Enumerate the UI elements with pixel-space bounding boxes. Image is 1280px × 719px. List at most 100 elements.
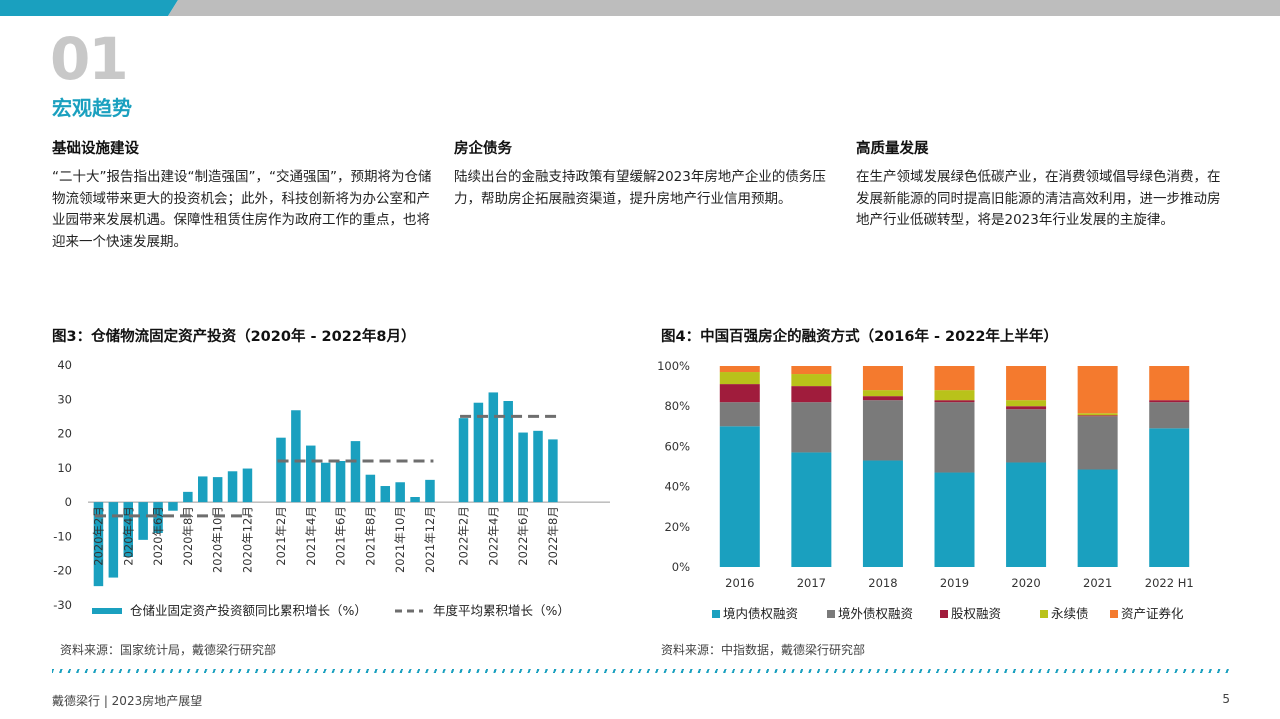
- stacked-bar-segment: [719, 426, 760, 567]
- stacked-bar-segment: [934, 402, 975, 473]
- stacked-bar-segment: [1077, 415, 1118, 417]
- x-tick-label: 2020年4月: [121, 506, 135, 566]
- x-tick-label: 2021年6月: [334, 506, 348, 566]
- bar: [473, 402, 484, 503]
- y-tick-label: 10: [57, 461, 72, 475]
- y-tick-label: 80%: [664, 399, 690, 413]
- stacked-bar-segment: [934, 366, 975, 391]
- legend-label: 永续债: [1051, 606, 1089, 621]
- stacked-bar-segment: [1077, 413, 1118, 416]
- stacked-bar-segment: [1006, 366, 1047, 401]
- bar: [123, 502, 133, 557]
- bar: [320, 462, 331, 503]
- x-tick-label: 2020年12月: [240, 506, 254, 573]
- legend-swatch: [92, 608, 122, 614]
- bar: [380, 486, 391, 503]
- stacked-bar-segment: [719, 372, 760, 385]
- stacked-bar-segment: [1149, 428, 1190, 567]
- source-note-left: 资料来源：国家统计局，戴德梁行研究部: [60, 643, 277, 657]
- x-tick-label: 2020年10月: [211, 506, 225, 573]
- column-heading: 房企债务: [454, 141, 512, 157]
- legend-label: 境内债权融资: [723, 606, 798, 621]
- x-tick-label: 2021年12月: [423, 506, 437, 573]
- source-note-right: 资料来源：中指数据，戴德梁行研究部: [661, 643, 866, 657]
- stacked-bar-segment: [1077, 469, 1118, 567]
- column-body: 在生产领域发展绿色低碳产业，在消费领域倡导绿色消费，在发展新能源的同时提高旧能源…: [856, 169, 1221, 228]
- page-number: 5: [1222, 692, 1230, 706]
- x-tick-label: 2020: [1011, 576, 1040, 590]
- x-tick-label: 2021年8月: [363, 506, 377, 566]
- bar: [183, 491, 193, 503]
- legend-label: 资产证券化: [1121, 606, 1184, 621]
- y-tick-label: 20%: [664, 520, 690, 534]
- stacked-bar-segment: [791, 402, 832, 453]
- legend-swatch: [940, 610, 948, 618]
- x-tick-label: 2020年2月: [91, 506, 105, 566]
- column-body: “二十大”报告指出建设“制造强国”，“交通强国”，预期将为仓储物流领域带来更大的…: [52, 169, 432, 250]
- x-tick-label: 2022年4月: [486, 506, 500, 566]
- chart4-title: 图4：中国百强房企的融资方式（2016年 - 2022年上半年）: [661, 329, 1058, 345]
- bar: [108, 502, 119, 578]
- x-tick-label: 2021年10月: [393, 506, 407, 573]
- stacked-bar-segment: [1149, 400, 1190, 403]
- stacked-bar-segment: [934, 472, 975, 567]
- bar: [212, 477, 223, 503]
- legend-swatch: [1110, 610, 1118, 618]
- bar: [533, 430, 543, 503]
- stacked-bar-segment: [791, 366, 832, 375]
- bar: [503, 401, 513, 503]
- stacked-bar-segment: [1149, 402, 1190, 429]
- legend-swatch: [1040, 610, 1048, 618]
- bar: [365, 474, 376, 503]
- bar: [93, 502, 104, 587]
- y-tick-label: -30: [53, 598, 72, 612]
- bar: [518, 432, 528, 503]
- bar: [198, 476, 208, 503]
- stacked-bar-segment: [791, 452, 832, 567]
- x-tick-label: 2016: [725, 576, 754, 590]
- stacked-bar-segment: [1006, 409, 1047, 463]
- y-tick-label: 20: [57, 427, 72, 441]
- stacked-bar-segment: [1077, 416, 1118, 470]
- bar: [425, 479, 435, 503]
- y-tick-label: 40: [57, 358, 72, 372]
- stacked-bar-segment: [862, 366, 903, 391]
- x-tick-label: 2021: [1083, 576, 1112, 590]
- legend-label: 年度平均累积增长（%）: [433, 603, 570, 618]
- column-infrastructure: 基础设施建设 “二十大”报告指出建设“制造强国”，“交通强国”，预期将为仓储物流…: [52, 137, 432, 253]
- stacked-bar-segment: [719, 402, 760, 427]
- bar: [306, 445, 316, 503]
- bar: [276, 437, 286, 503]
- column-body: 陆续出台的金融支持政策有望缓解2023年房地产企业的债务压力，帮助房企拓展融资渠…: [454, 169, 826, 207]
- x-tick-label: 2020年6月: [151, 506, 165, 566]
- x-tick-label: 2019: [940, 576, 969, 590]
- y-tick-label: -20: [53, 564, 72, 578]
- y-tick-label: 0%: [672, 560, 690, 574]
- y-tick-label: 0: [65, 495, 72, 509]
- stacked-bar-segment: [1006, 400, 1047, 407]
- chart3-title: 图3：仓储物流固定资产投资（2020年 - 2022年8月）: [52, 329, 416, 345]
- column-developer-debt: 房企债务 陆续出台的金融支持政策有望缓解2023年房地产企业的债务压力，帮助房企…: [454, 137, 826, 210]
- stacked-bar-segment: [862, 400, 903, 461]
- column-heading: 高质量发展: [856, 141, 929, 157]
- stacked-bar-segment: [719, 366, 760, 373]
- stacked-bar-segment: [1006, 462, 1047, 567]
- x-tick-label: 2018: [868, 576, 897, 590]
- column-heading: 基础设施建设: [52, 141, 139, 157]
- x-tick-label: 2022 H1: [1145, 576, 1194, 590]
- stacked-bar-segment: [934, 390, 975, 401]
- bar: [350, 441, 361, 503]
- y-tick-label: 40%: [664, 480, 690, 494]
- bar: [488, 392, 499, 503]
- y-tick-label: 30: [57, 392, 72, 406]
- y-tick-label: 100%: [657, 359, 690, 373]
- stacked-bar-segment: [862, 396, 903, 401]
- stacked-bar-segment: [1006, 406, 1047, 410]
- bar: [242, 468, 253, 503]
- column-quality-development: 高质量发展 在生产领域发展绿色低碳产业，在消费领域倡导绿色消费，在发展新能源的同…: [856, 137, 1231, 232]
- x-tick-label: 2017: [797, 576, 826, 590]
- stacked-bar-segment: [862, 390, 903, 397]
- stacked-bar-segment: [1149, 366, 1190, 401]
- legend-swatch: [712, 610, 720, 618]
- bar: [458, 418, 469, 503]
